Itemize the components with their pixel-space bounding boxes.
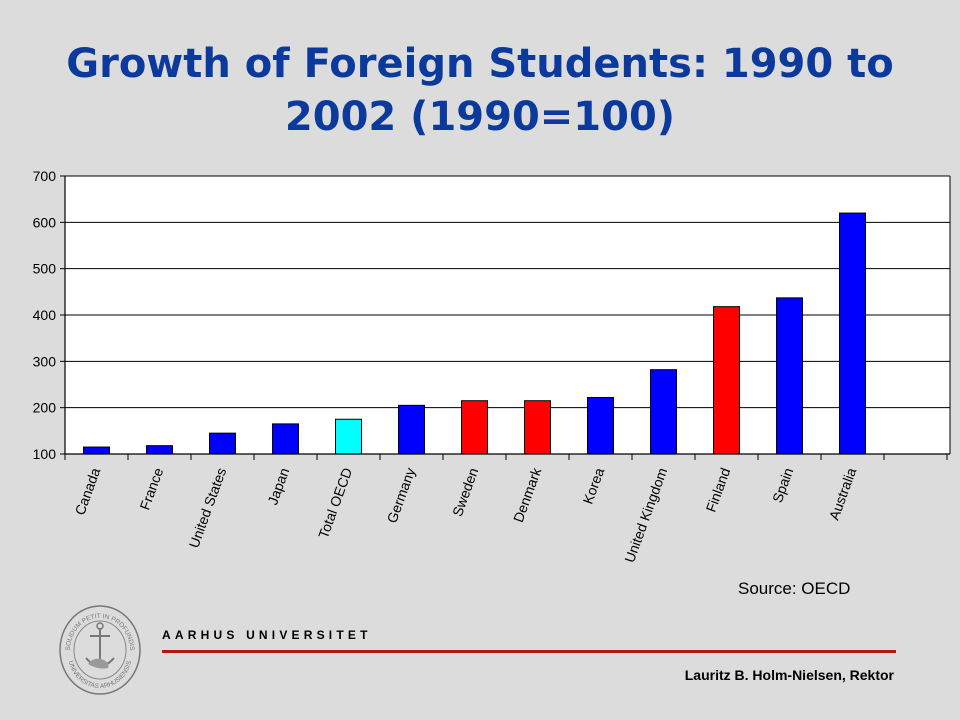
bar-denmark	[524, 400, 551, 455]
x-tick-label: Sweden	[449, 466, 481, 519]
bar-france	[146, 445, 173, 455]
x-tick-label: Australia	[826, 465, 860, 522]
university-seal-icon: SOLIDUM PETIT IN PROFUNDIS UNIVERSITAS A…	[59, 605, 141, 695]
x-tick-label: Spain	[769, 466, 796, 505]
x-tick-label: Finland	[703, 466, 734, 515]
bar-japan	[272, 423, 299, 455]
bar-canada	[83, 446, 110, 455]
x-tick-label: Total OECD	[315, 466, 355, 541]
x-tick-label: Germany	[384, 466, 419, 526]
source-note: Source: OECD	[738, 579, 851, 598]
x-tick-label: United States	[186, 466, 230, 550]
chart-gridlines	[65, 175, 950, 454]
y-tick-label: 200	[33, 400, 57, 416]
chart-axes	[60, 175, 951, 460]
bar-finland	[713, 306, 740, 455]
x-tick-label: Canada	[72, 465, 104, 517]
y-tick-label: 400	[33, 307, 57, 323]
x-tick-label: United Kingdom	[621, 466, 670, 565]
x-tick-label: Denmark	[510, 465, 545, 525]
bar-united-kingdom	[650, 369, 677, 455]
y-tick-labels: 100 200 300 400 500 600 700	[33, 168, 57, 462]
university-name: AARHUS UNIVERSITET	[162, 628, 372, 642]
y-tick-label: 700	[33, 168, 57, 184]
x-tick-label: Japan	[264, 466, 292, 507]
x-tick-labels: Canada France United States Japan Total OECD…	[72, 465, 860, 565]
y-tick-label: 300	[33, 353, 57, 369]
bar-spain	[776, 297, 803, 455]
bar-sweden	[461, 400, 488, 455]
footer-divider	[162, 650, 896, 653]
title-line-2: 2002 (1990=100)	[284, 94, 676, 140]
bar-chart: 100 200 300 400 500 600 700 Canada France United…	[33, 168, 951, 565]
y-tick-label: 600	[33, 214, 57, 230]
y-tick-label: 100	[33, 446, 57, 462]
bar-total-oecd	[335, 418, 362, 455]
footer-author: Lauritz B. Holm-Nielsen, Rektor	[684, 667, 894, 683]
bar-germany	[398, 404, 425, 455]
slide-title: Growth of Foreign Students: 1990 to 2002…	[0, 38, 960, 144]
x-tick-label: France	[136, 465, 166, 512]
x-tick-label: Korea	[580, 465, 608, 506]
y-tick-label: 500	[33, 261, 57, 277]
bar-korea	[587, 396, 614, 455]
bar-australia	[839, 212, 866, 455]
title-line-1: Growth of Foreign Students: 1990 to	[66, 41, 894, 87]
bar-united-states	[209, 432, 236, 455]
